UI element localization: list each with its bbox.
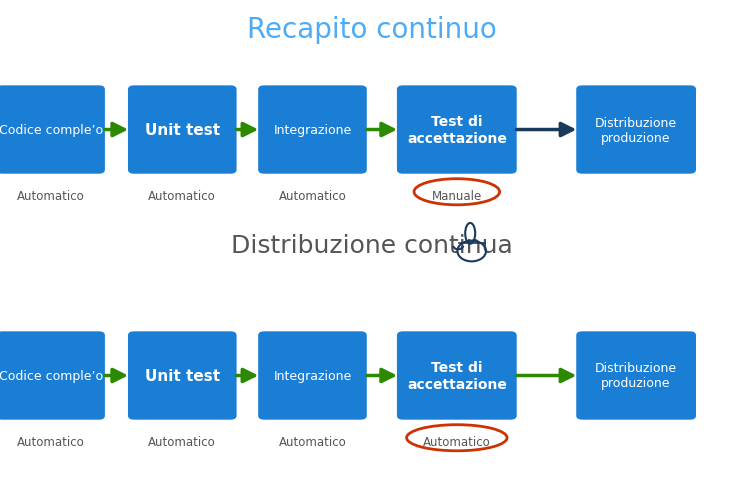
Text: Codice comple’o: Codice comple’o [0, 369, 103, 382]
Text: Automatico: Automatico [16, 435, 85, 448]
FancyBboxPatch shape [576, 332, 696, 420]
Text: Manuale: Manuale [432, 189, 482, 202]
Text: Integrazione: Integrazione [273, 124, 352, 137]
Text: Automatico: Automatico [148, 435, 217, 448]
FancyBboxPatch shape [128, 86, 237, 174]
Text: Automatico: Automatico [148, 189, 217, 202]
Text: Distribuzione continua: Distribuzione continua [231, 233, 513, 258]
Text: Unit test: Unit test [145, 368, 219, 383]
Text: Codice comple’o: Codice comple’o [0, 124, 103, 137]
Text: Automatico: Automatico [278, 189, 347, 202]
Text: Test di
accettazione: Test di accettazione [407, 361, 507, 391]
FancyBboxPatch shape [0, 332, 105, 420]
FancyBboxPatch shape [576, 86, 696, 174]
Text: Integrazione: Integrazione [273, 369, 352, 382]
FancyBboxPatch shape [258, 332, 367, 420]
FancyBboxPatch shape [397, 332, 516, 420]
Text: Automatico: Automatico [423, 435, 491, 448]
Text: Automatico: Automatico [16, 189, 85, 202]
FancyBboxPatch shape [258, 86, 367, 174]
Text: Recapito continuo: Recapito continuo [247, 16, 497, 44]
Text: Unit test: Unit test [145, 123, 219, 138]
Text: Distribuzione
produzione: Distribuzione produzione [595, 116, 677, 144]
Text: Test di
accettazione: Test di accettazione [407, 115, 507, 145]
Text: Automatico: Automatico [278, 435, 347, 448]
FancyBboxPatch shape [128, 332, 237, 420]
Text: Distribuzione
produzione: Distribuzione produzione [595, 362, 677, 390]
FancyBboxPatch shape [397, 86, 516, 174]
FancyBboxPatch shape [0, 86, 105, 174]
